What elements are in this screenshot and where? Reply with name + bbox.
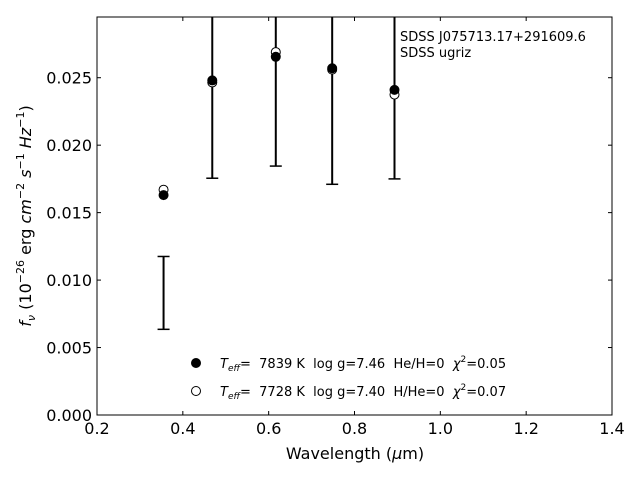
legend-marker-filled bbox=[191, 358, 201, 368]
axes-frame bbox=[96, 16, 613, 416]
x-axis-label: Wavelength (μm) bbox=[286, 444, 424, 463]
plot-area bbox=[157, 17, 401, 331]
model-point-filled bbox=[270, 51, 281, 62]
x-tick-label: 0.6 bbox=[256, 419, 281, 438]
model-point-filled bbox=[389, 84, 400, 95]
y-tick-label: 0.000 bbox=[46, 406, 92, 425]
legend-label-2: Teff= 7728 K log g=7.40 H/He=0 χ2=0.07 bbox=[220, 383, 506, 402]
y-tick-label: 0.005 bbox=[46, 339, 92, 358]
legend-marker-open bbox=[191, 386, 201, 396]
x-tick-label: 1.4 bbox=[599, 419, 624, 438]
legend: Teff= 7839 K log g=7.46 He/H=0 χ2=0.05 T… bbox=[191, 355, 506, 402]
y-axis-label: fν (10−26 erg cm−2 s−1 Hz−1) bbox=[14, 105, 38, 326]
x-tick-label: 1.2 bbox=[513, 419, 538, 438]
y-tick-label: 0.020 bbox=[46, 136, 92, 155]
x-tick-label: 0.4 bbox=[170, 419, 195, 438]
model-point-filled bbox=[327, 63, 338, 74]
y-tick-label: 0.015 bbox=[46, 204, 92, 223]
legend-label-1: Teff= 7839 K log g=7.46 He/H=0 χ2=0.05 bbox=[220, 355, 506, 374]
x-tick-label: 1.0 bbox=[428, 419, 453, 438]
annotation-survey: SDSS ugriz bbox=[400, 46, 471, 61]
y-tick-label: 0.010 bbox=[46, 271, 92, 290]
x-tick-label: 0.2 bbox=[84, 419, 109, 438]
axis-ticks: 0.2 0.4 0.6 0.8 1.0 1.2 1.4 0.000 0.005 0.010 0.01… bbox=[46, 17, 625, 438]
model-point-filled bbox=[207, 75, 218, 86]
x-tick-label: 0.8 bbox=[342, 419, 367, 438]
y-tick-label: 0.025 bbox=[46, 69, 92, 88]
model-point-filled bbox=[158, 190, 169, 201]
annotation-object-name: SDSS J075713.17+291609.6 bbox=[400, 30, 586, 45]
